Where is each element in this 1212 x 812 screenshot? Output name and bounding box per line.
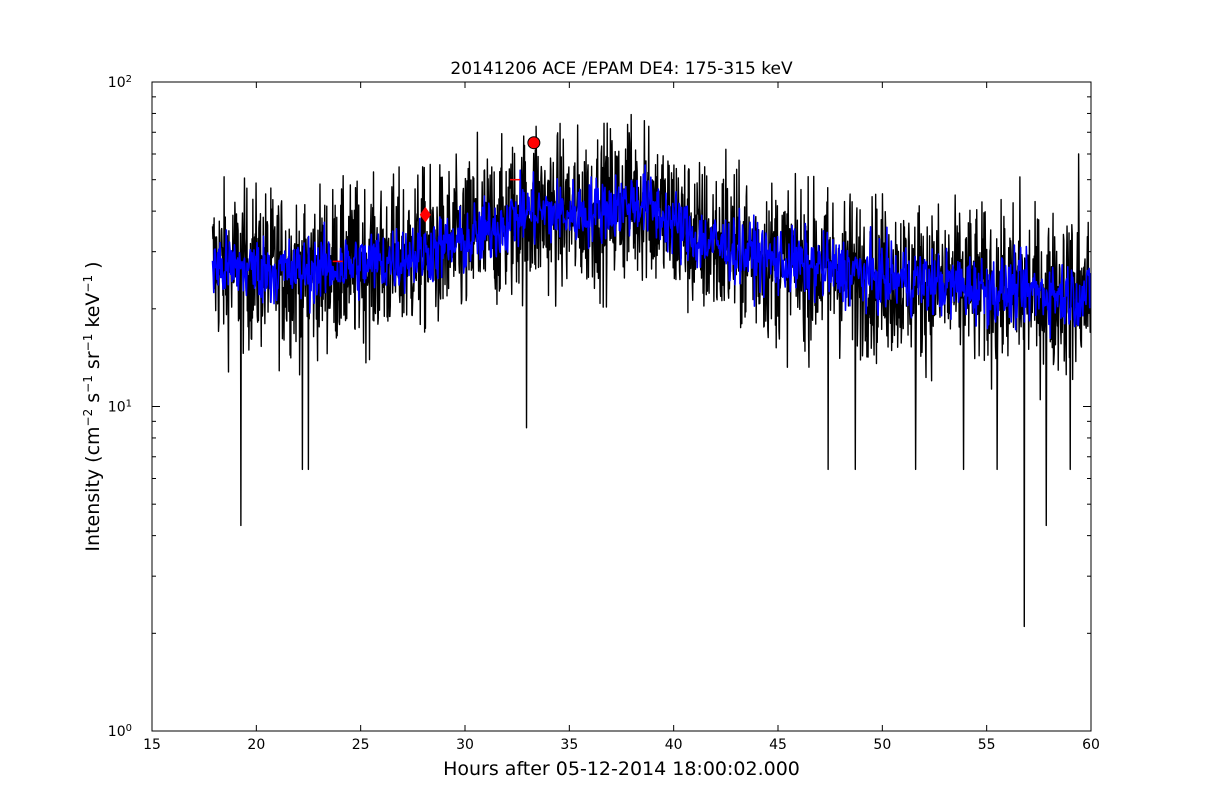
marker-diamond [419, 206, 431, 223]
x-tick-label: 45 [769, 737, 787, 753]
y-tick-label: 102 [108, 74, 132, 92]
y-label-part: keV [82, 293, 104, 334]
y-label-part: ) [82, 261, 104, 274]
x-tick-label: 50 [873, 737, 891, 753]
x-tick-label: 15 [143, 737, 161, 753]
x-tick-label: 30 [456, 737, 474, 753]
y-axis-ticks: 100 101 102 [108, 74, 1091, 741]
x-axis-label: Hours after 05-12-2014 18:00:02.000 [443, 758, 800, 780]
x-tick-label: 35 [560, 737, 578, 753]
marker-layer [332, 136, 541, 263]
y-label-exponent: −2 [81, 409, 95, 427]
y-axis-label: Intensity (cm−2 s−1 sr−1 keV−1 ) [81, 261, 104, 551]
series-layer [211, 113, 1091, 628]
marker-circle [527, 136, 541, 150]
x-tick-label: 25 [352, 737, 370, 753]
x-tick-label: 60 [1082, 737, 1100, 753]
chart-title: 20141206 ACE /EPAM DE4: 175-315 keV [450, 59, 793, 79]
x-axis-ticks: 15 20 25 30 35 40 45 50 55 60 [143, 82, 1100, 753]
y-label-part: Intensity (cm [82, 426, 104, 551]
y-label-exponent: −1 [81, 334, 95, 352]
y-label-exponent: −1 [81, 375, 95, 393]
x-tick-label: 20 [247, 737, 265, 753]
series-line-smoothed [211, 164, 1091, 340]
y-label-part: s [82, 393, 104, 409]
y-tick-label: 101 [108, 398, 132, 416]
y-tick-label: 100 [108, 723, 132, 741]
x-tick-label: 55 [978, 737, 996, 753]
y-label-exponent: −1 [81, 275, 95, 293]
x-tick-label: 40 [665, 737, 683, 753]
y-label-part: sr [82, 351, 104, 375]
